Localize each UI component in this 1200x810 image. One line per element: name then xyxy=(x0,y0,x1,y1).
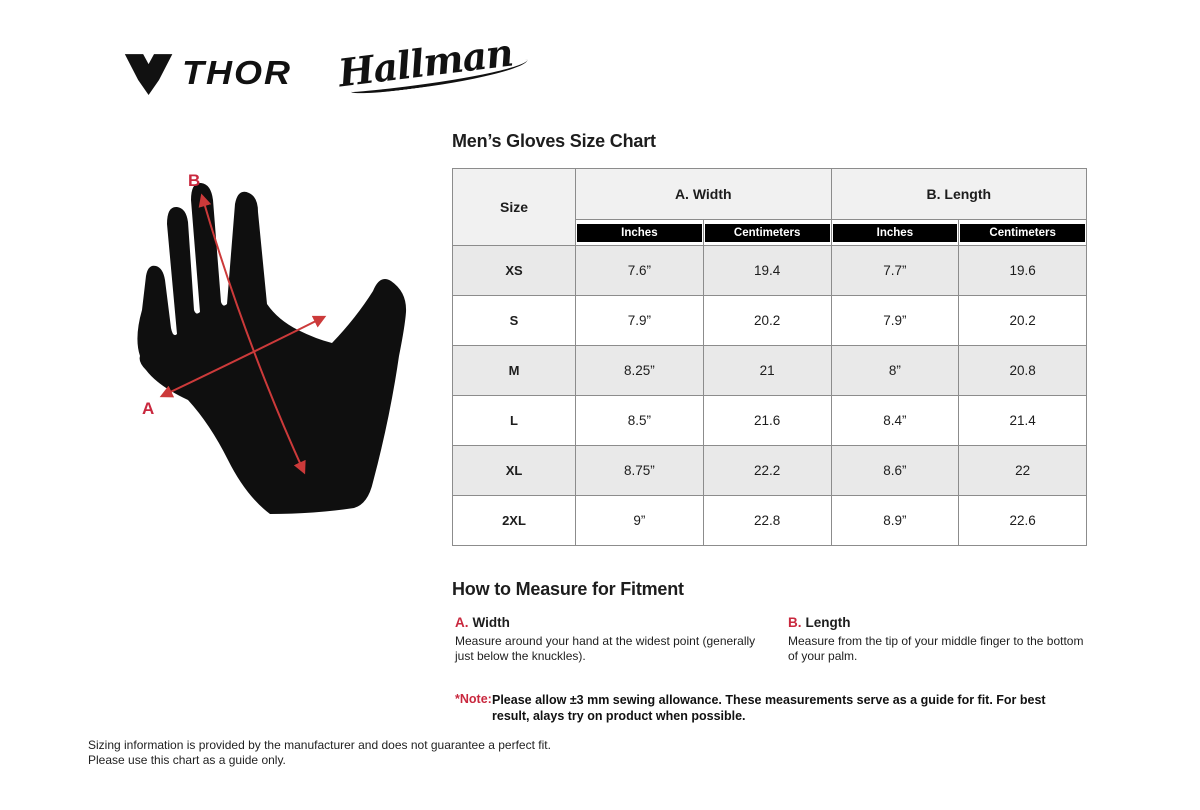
disclaimer-line-2: Please use this chart as a guide only. xyxy=(88,753,286,767)
table-row-2xl: 2XL 9” 22.8 8.9” 22.6 xyxy=(452,495,1088,546)
table-row-xs: XS 7.6” 19.4 7.7” 19.6 xyxy=(452,245,1088,296)
size-column-header: Size xyxy=(452,168,576,246)
length-inches-cell: 8.9” xyxy=(830,495,960,546)
size-chart-table: Size A. Width B. Length Inches Centimete… xyxy=(452,168,1088,546)
measure-length-label: B. Length xyxy=(788,615,1084,630)
length-cm-cell: 19.6 xyxy=(958,245,1088,296)
measure-width-text: Measure around your hand at the widest p… xyxy=(455,634,756,663)
measure-width-letter: A. xyxy=(455,615,469,630)
thor-horns-icon xyxy=(124,54,173,95)
hallman-logo: Hallman xyxy=(336,30,530,97)
hand-measure-diagram: A B xyxy=(118,160,450,544)
width-cm-cell: 22.2 xyxy=(702,445,832,496)
brand-header: THOR Hallman xyxy=(124,30,530,114)
length-inches-cell: 7.9” xyxy=(830,295,960,346)
width-inches-cell: 7.6” xyxy=(575,245,704,296)
length-cm-cell: 22 xyxy=(958,445,1088,496)
label-a: A xyxy=(142,399,154,418)
sewing-allowance-note: *Note: Please allow ±3 mm sewing allowan… xyxy=(455,692,1084,724)
width-cm-cell: 22.8 xyxy=(702,495,832,546)
width-cm-cell: 21 xyxy=(702,345,832,396)
note-text: Please allow ±3 mm sewing allowance. The… xyxy=(492,693,1046,723)
size-cell: 2XL xyxy=(452,495,576,546)
measure-length-name: Length xyxy=(805,615,851,630)
table-row-l: L 8.5” 21.6 8.4” 21.4 xyxy=(452,395,1088,446)
thor-wordmark: THOR xyxy=(182,53,292,92)
hand-silhouette-path xyxy=(137,182,407,514)
size-cell: XL xyxy=(452,445,576,496)
length-cm-cell: 22.6 xyxy=(958,495,1088,546)
width-centimeters-header: Centimeters xyxy=(704,224,830,242)
width-cm-cell: 19.4 xyxy=(702,245,832,296)
measure-width-label: A. Width xyxy=(455,615,763,630)
size-cell: XS xyxy=(452,245,576,296)
sizing-disclaimer: Sizing information is provided by the ma… xyxy=(88,738,551,768)
disclaimer-line-1: Sizing information is provided by the ma… xyxy=(88,738,551,752)
width-cm-cell: 20.2 xyxy=(702,295,832,346)
table-group-header-row: Size A. Width B. Length xyxy=(452,168,1088,246)
length-cm-cell: 20.2 xyxy=(958,295,1088,346)
width-inches-cell: 8.75” xyxy=(575,445,704,496)
length-cm-cell: 20.8 xyxy=(958,345,1088,396)
size-cell: L xyxy=(452,395,576,446)
length-inches-cell: 8.4” xyxy=(830,395,960,446)
length-inches-cell: 7.7” xyxy=(830,245,960,296)
table-row-xl: XL 8.75” 22.2 8.6” 22 xyxy=(452,445,1088,496)
width-group-header: A. Width xyxy=(575,168,832,220)
measure-width-name: Width xyxy=(472,615,510,630)
length-group-header: B. Length xyxy=(830,168,1088,220)
measure-width-block: A. Width Measure around your hand at the … xyxy=(455,615,763,664)
length-cm-cell: 21.4 xyxy=(958,395,1088,446)
size-cell: S xyxy=(452,295,576,346)
table-row-m: M 8.25” 21 8” 20.8 xyxy=(452,345,1088,396)
length-inches-cell: 8” xyxy=(830,345,960,396)
measure-length-text: Measure from the tip of your middle fing… xyxy=(788,634,1084,663)
width-inches-header: Inches xyxy=(577,224,702,242)
table-row-s: S 7.9” 20.2 7.9” 20.2 xyxy=(452,295,1088,346)
hand-silhouette-icon: A B xyxy=(137,171,407,514)
length-inches-cell: 8.6” xyxy=(830,445,960,496)
note-label: *Note: xyxy=(455,692,492,706)
length-inches-header: Inches xyxy=(832,224,958,242)
width-inches-cell: 8.25” xyxy=(575,345,704,396)
width-inches-cell: 7.9” xyxy=(575,295,704,346)
size-cell: M xyxy=(452,345,576,396)
width-cm-cell: 21.6 xyxy=(702,395,832,446)
width-inches-cell: 9” xyxy=(575,495,704,546)
measure-length-block: B. Length Measure from the tip of your mi… xyxy=(788,615,1084,664)
page-title: Men’s Gloves Size Chart xyxy=(452,131,656,151)
width-inches-cell: 8.5” xyxy=(575,395,704,446)
measure-section-heading: How to Measure for Fitment xyxy=(452,579,684,599)
label-b: B xyxy=(188,171,200,190)
length-centimeters-header: Centimeters xyxy=(960,224,1086,242)
width-measure-arrow xyxy=(159,315,327,398)
measure-length-letter: B. xyxy=(788,615,802,630)
